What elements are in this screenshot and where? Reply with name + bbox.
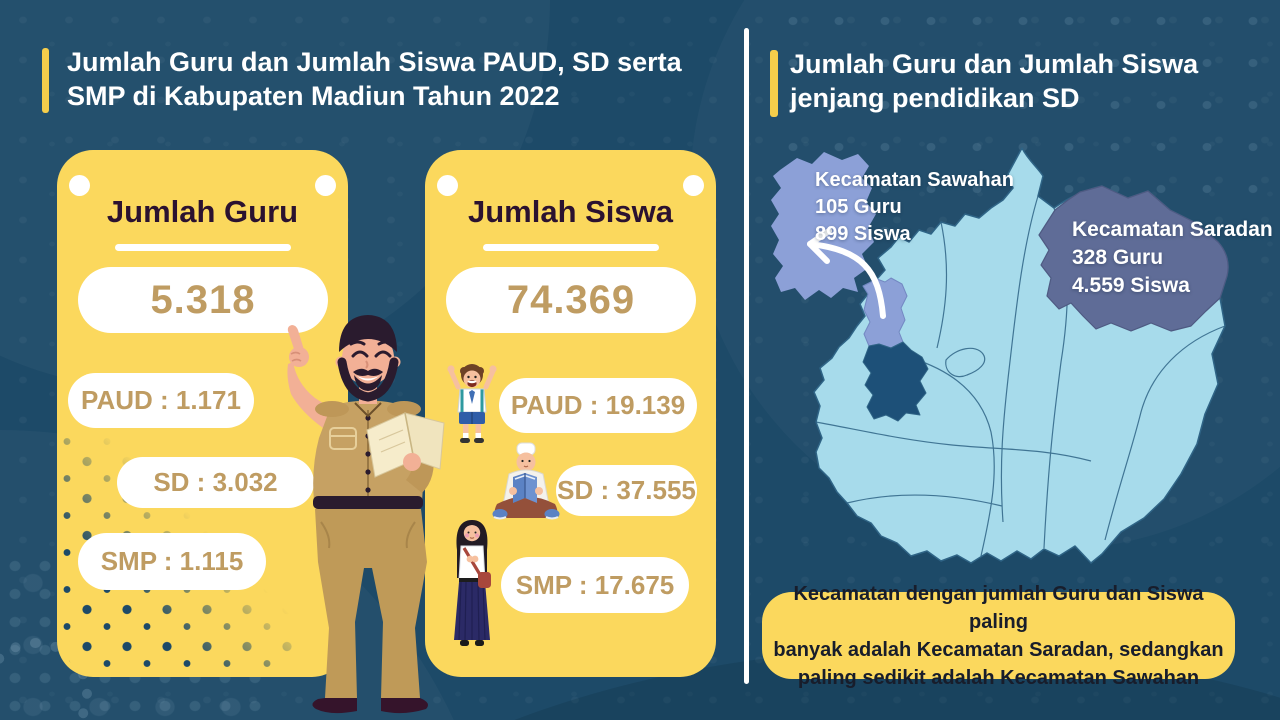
conclusion-note: Kecamatan dengan jumlah Guru dan Siswa p… xyxy=(762,583,1235,689)
note-line-1: Kecamatan dengan jumlah Guru dan Siswa p… xyxy=(793,582,1204,633)
siswa-sd-pill: SD : 37.555 xyxy=(556,465,697,516)
teacher-beard xyxy=(337,357,399,402)
boy-tie xyxy=(469,390,475,404)
note-line-2: banyak adalah Kecamatan Saradan, sedangk… xyxy=(773,638,1224,661)
card-pin-circle xyxy=(683,175,704,196)
guru-card: Jumlah Guru 5.318 PAUD : 1.171 SD : 3.03… xyxy=(57,150,348,677)
guru-card-underline xyxy=(114,244,291,251)
teacher-shoe xyxy=(312,698,357,714)
note-line-3: paling sedikit adalah Kecamatan Sawahan xyxy=(797,666,1200,689)
teacher-hand xyxy=(403,453,421,471)
teacher-shoe xyxy=(381,698,428,714)
student-girl-illustration xyxy=(454,520,491,646)
guru-smp-pill: SMP : 1.115 xyxy=(78,533,266,590)
map-callout-sawahan xyxy=(771,152,876,300)
peci-cap xyxy=(339,315,397,352)
sawahan-name: Kecamatan Sawahan xyxy=(815,169,1014,191)
map-region-saradan xyxy=(1038,185,1229,332)
teacher-mustache xyxy=(353,368,383,376)
right-title-line-1: Jumlah Guru dan Jumlah Siswa xyxy=(790,49,1199,79)
saradan-siswa: 4.559 Siswa xyxy=(1072,274,1190,297)
siswa-card-title: Jumlah Siswa xyxy=(467,194,674,229)
guru-card-title: Jumlah Guru xyxy=(106,194,299,229)
teacher-pants xyxy=(315,509,427,698)
left-title-line-1: Jumlah Guru dan Jumlah Siswa PAUD, SD se… xyxy=(67,47,682,77)
siswa-card: Jumlah Siswa 74.369 PAUD : 19.139 SD : 3… xyxy=(425,150,716,677)
student-reading-illustration xyxy=(492,442,560,520)
left-title: Jumlah Guru dan Jumlah Siswa PAUD, SD se… xyxy=(67,45,682,113)
left-title-line-2: SMP di Kabupaten Madiun Tahun 2022 xyxy=(67,81,560,111)
siswa-total-pill: 74.369 xyxy=(446,267,696,333)
girl-bag-strap xyxy=(462,547,484,579)
right-title-accent-bar xyxy=(770,50,778,117)
guru-sd-pill: SD : 3.032 xyxy=(117,457,314,508)
section-divider xyxy=(744,28,749,684)
siswa-card-underline xyxy=(482,244,659,251)
siswa-smp-pill: SMP : 17.675 xyxy=(501,557,689,613)
map-kecamatan-borders xyxy=(815,195,1226,557)
saradan-label: Kecamatan Saradan 328 Guru 4.559 Siswa xyxy=(1072,216,1273,300)
right-title: Jumlah Guru dan Jumlah Siswa jenjang pen… xyxy=(790,47,1198,115)
saradan-name: Kecamatan Saradan xyxy=(1072,218,1273,241)
madiun-map xyxy=(771,147,1229,564)
left-title-accent-bar xyxy=(42,48,49,113)
girl-bag xyxy=(478,572,491,588)
saradan-guru: 328 Guru xyxy=(1072,246,1164,269)
siswa-paud-pill: PAUD : 19.139 xyxy=(499,378,697,433)
teacher-head xyxy=(335,315,401,404)
map-arrow xyxy=(807,228,886,319)
sawahan-siswa: 899 Siswa xyxy=(815,223,911,245)
sawahan-guru: 105 Guru xyxy=(815,196,902,218)
map-region-dark xyxy=(862,341,929,422)
guru-total-pill: 5.318 xyxy=(78,267,328,333)
teacher-illustration xyxy=(287,315,445,714)
reader-legs xyxy=(494,496,558,518)
card-pin-circle xyxy=(69,175,90,196)
card-pin-circle xyxy=(437,175,458,196)
reader-book xyxy=(513,473,537,503)
teacher-belt xyxy=(313,496,423,509)
card-pin-circle xyxy=(315,175,336,196)
guru-paud-pill: PAUD : 1.171 xyxy=(68,373,254,428)
ring-ornament-bottom-left xyxy=(0,638,92,720)
sawahan-label: Kecamatan Sawahan 105 Guru 899 Siswa xyxy=(815,167,1014,248)
student-boy-illustration xyxy=(447,364,497,443)
right-title-line-2: jenjang pendidikan SD xyxy=(790,83,1080,113)
